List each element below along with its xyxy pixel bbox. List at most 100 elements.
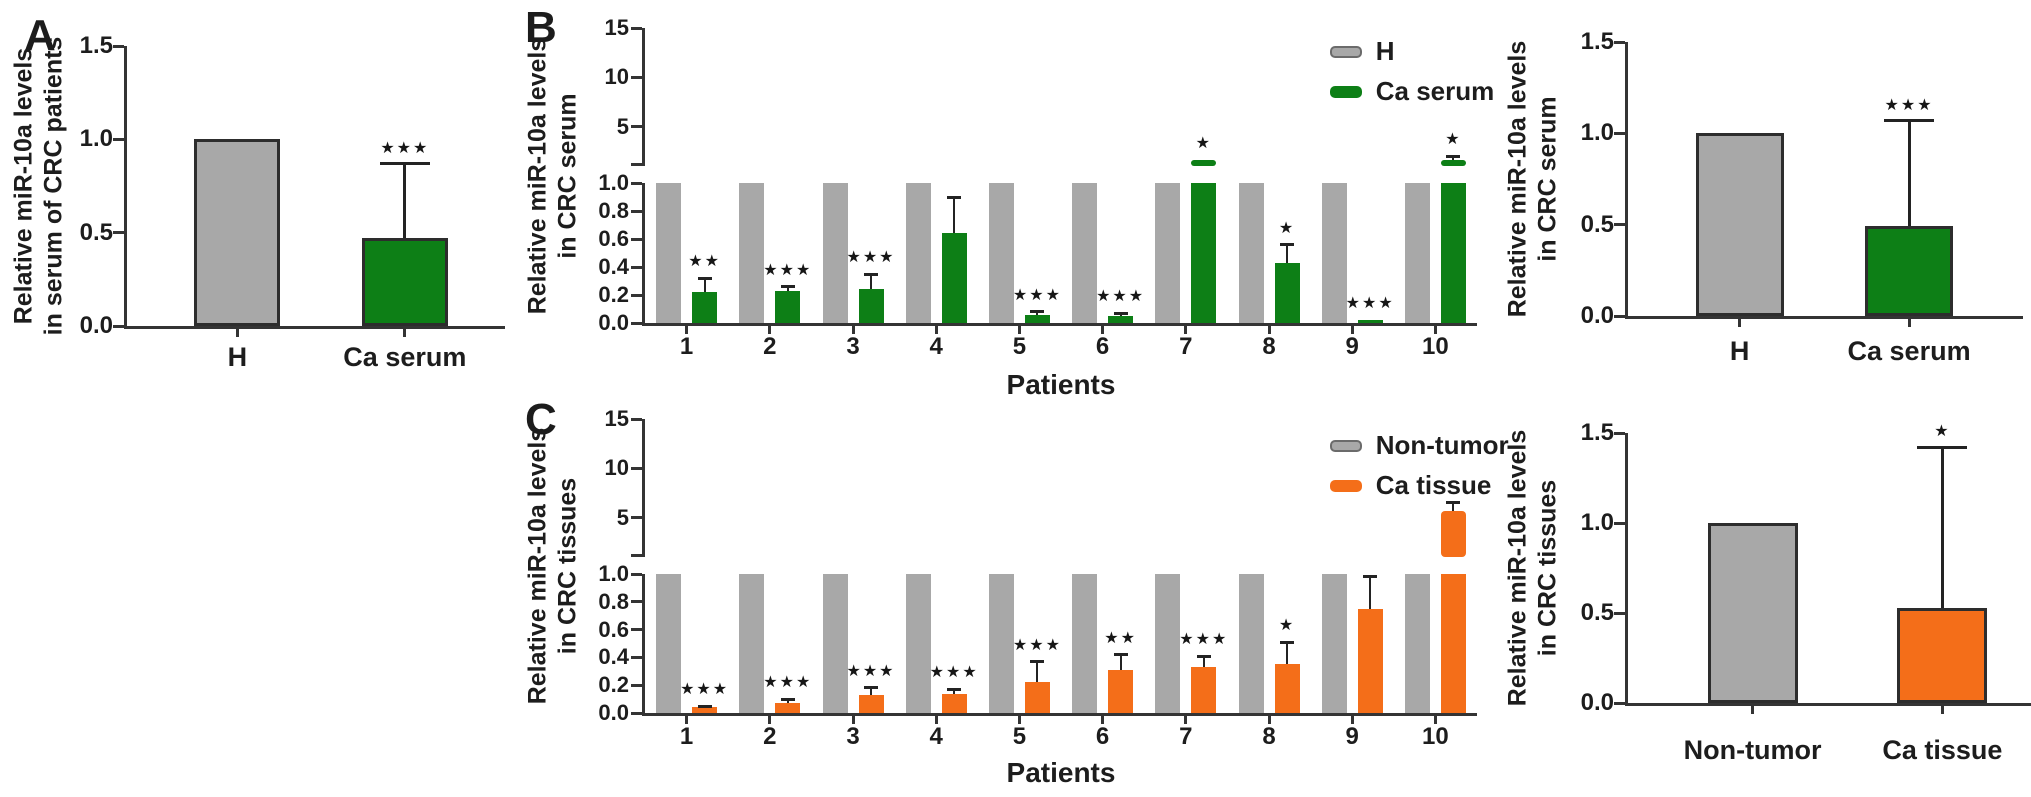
x-category-label: Ca serum [1847,336,1971,366]
significance-stars: ★ [1195,135,1212,152]
y-tick-mark [631,293,642,297]
bar-Ca serum [1357,320,1383,323]
y-tick-label: 10 [604,455,629,481]
panel-c-letter: C [525,395,557,444]
bar-Ca tissue [1024,682,1050,713]
y-tick-label: 0.0 [1580,302,1614,329]
chart-c-crc-tissue-per-patient: Relative miR-10a levels in CRC tissues 5 10… [510,394,1509,797]
y-axis-label-line: Relative miR-10a levels [9,47,37,325]
bar-Ca tissue [1897,607,1988,703]
error-bar-cap [780,285,795,289]
bar-H [194,139,281,326]
error-bar-cap [1884,119,1935,123]
y-tick-mark [1614,40,1625,44]
error-bar-cap [1280,640,1294,644]
y-tick-mark [113,44,124,48]
y-tick-label: 0.0 [79,312,113,339]
bar-Ca serum [1440,183,1466,323]
x-category-label: 10 [1422,333,1449,360]
significance-stars: ★★ [1104,629,1137,647]
error-bar-line [1940,447,1944,608]
x-axis-line [1625,316,2023,319]
error-bar-cap [947,687,962,691]
bar-H [1155,183,1181,323]
error-bar-line [1119,654,1122,670]
x-category-label: 6 [1095,333,1110,360]
x-category-label: H [1729,336,1750,366]
bar-H [1238,183,1264,323]
bar-Ca tissue [692,707,718,713]
bar-Non-tumor [1238,574,1264,713]
bar-above-break-Ca serum [1440,160,1466,166]
x-tick-mark [1017,716,1021,724]
x-category-label: 5 [1012,723,1027,750]
bar-Ca tissue [1440,574,1466,713]
x-category-label: 3 [846,723,860,750]
x-category-label: 8 [1262,333,1276,360]
error-bar-line [1907,120,1911,227]
y-axis-line [1625,433,1628,703]
x-category-label: 10 [1422,723,1449,750]
y-tick-label: 0.5 [1580,210,1614,238]
y-tick-mark [631,209,642,213]
bar-Ca serum [775,290,801,323]
bar-Ca tissue [1357,608,1383,713]
x-category-label: 7 [1179,723,1193,750]
error-bar-cap [1030,660,1045,664]
y-tick-mark [631,417,642,421]
bar-above-break-Ca serum [1191,160,1217,166]
y-tick-label: 0.8 [598,198,629,223]
error-bar-cap [1113,311,1128,315]
x-category-label: 8 [1262,723,1276,750]
y-tick-label: 0.6 [598,616,629,642]
bar-Ca tissue [941,693,967,713]
y-tick-label: 1.0 [598,170,629,195]
error-bar-cap [1363,575,1378,579]
y-axis-line [1625,42,1628,316]
error-bar-cap [1446,154,1461,158]
bar-Ca serum [1024,314,1050,323]
x-tick-mark [1350,326,1354,334]
bar-H [1072,183,1098,323]
chart-c-crc-tissue-summary: Relative miR-10a levels in CRC tissues 0.0… [1490,396,2031,797]
x-axis-label: Patients [1006,757,1116,788]
x-tick-mark [1101,326,1105,334]
x-category-label: 2 [763,333,777,360]
significance-stars: ★★★ [1012,636,1062,654]
x-tick-mark [851,716,855,724]
bar-H [1404,183,1430,323]
legend-swatch-Non-tumor [1329,439,1362,452]
x-tick-mark [1267,716,1271,724]
bar-Ca tissue [1274,664,1300,713]
y-axis-label: Relative miR-10a levels in serum of CRC p… [8,37,68,336]
error-bar-line [786,699,789,704]
y-axis-label-text: Relative miR-10a levels in CRC serum [1503,41,1563,318]
x-tick-mark [685,716,689,724]
axis-break-tick [631,163,642,166]
error-bar-line [1202,656,1205,668]
significance-stars: ★★★ [846,662,896,680]
panel-b-letter: B [525,3,557,52]
error-bar-cap [780,697,795,701]
significance-stars: ★★★ [846,249,896,266]
bar-Ca serum [1108,316,1134,323]
x-axis-line [642,323,1477,326]
error-bar-cap [864,272,878,276]
y-tick-mark [631,572,642,576]
panel-c-patients: C Relative miR-10a levels in CRC tissues 5… [510,394,1509,797]
significance-stars: ★★★ [763,261,813,279]
y-axis-label-line: Relative miR-10a levels [1503,40,1532,318]
error-bar-cap [697,276,712,280]
y-tick-mark [631,516,642,520]
legend-swatch-H [1329,45,1362,58]
y-tick-label: 0.0 [598,700,629,725]
y-tick-label: 0.0 [598,310,629,335]
x-category-label: 9 [1345,333,1359,360]
error-bar-line [1369,576,1372,609]
error-bar-line [870,687,872,695]
y-tick-mark [631,181,642,185]
bar-Non-tumor [1404,574,1430,713]
y-tick-mark [1614,521,1625,525]
error-bar-cap [1917,445,1968,449]
y-tick-mark [631,265,642,269]
